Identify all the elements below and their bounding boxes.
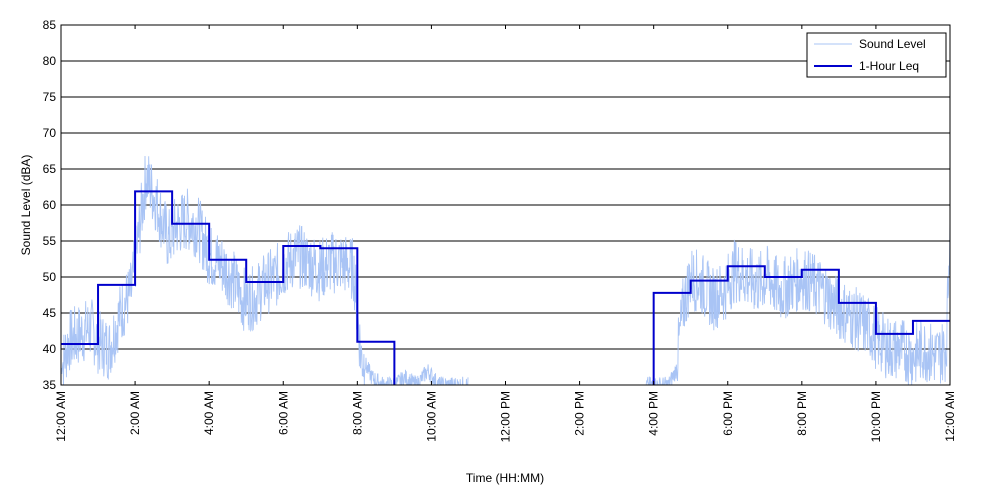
x-tick-label: 12:00 PM [499,391,513,442]
series-group [61,155,950,385]
y-tick-label: 35 [43,378,57,392]
y-tick-label: 70 [43,126,57,140]
series-1-hour-leq-line [61,190,950,385]
legend-label-1-hour-leq: 1-Hour Leq [859,59,919,73]
x-tick-label: 10:00 AM [424,391,438,442]
y-tick-label: 60 [43,198,57,212]
y-tick-label: 50 [43,270,57,284]
x-tick-label: 2:00 AM [128,391,142,435]
x-tick-label: 8:00 PM [795,391,809,436]
y-tick-label: 85 [43,18,57,32]
x-tick-label: 10:00 PM [869,391,883,442]
y-tick-label: 45 [43,306,57,320]
y-axis-label: Sound Level (dBA) [19,155,33,256]
y-axis-ticks: 35 40 45 50 55 60 65 70 75 80 85 [43,18,950,392]
x-tick-label: 4:00 PM [647,391,661,436]
x-axis-ticks: 12:00 AM 2:00 AM 4:00 AM 6:00 AM 8:00 AM 10:0… [54,25,957,442]
x-tick-label: 4:00 AM [202,391,216,435]
y-tick-label: 75 [43,90,57,104]
x-tick-label: 8:00 AM [350,391,364,435]
x-tick-label: 6:00 AM [276,391,290,435]
y-tick-label: 40 [43,342,57,356]
y-tick-label: 65 [43,162,57,176]
x-tick-label: 2:00 PM [573,391,587,436]
legend-box [806,32,947,78]
x-tick-label: 6:00 PM [721,391,735,436]
x-tick-label: 12:00 AM [54,391,68,442]
series-sound-level-line [61,155,950,385]
x-tick-label: 12:00 AM [943,391,957,442]
x-axis-label: Time (HH:MM) [466,471,544,485]
y-tick-label: 80 [43,54,57,68]
legend: Sound Level 1-Hour Leq [806,32,947,78]
y-tick-label: 55 [43,234,57,248]
legend-label-sound-level: Sound Level [859,37,926,51]
